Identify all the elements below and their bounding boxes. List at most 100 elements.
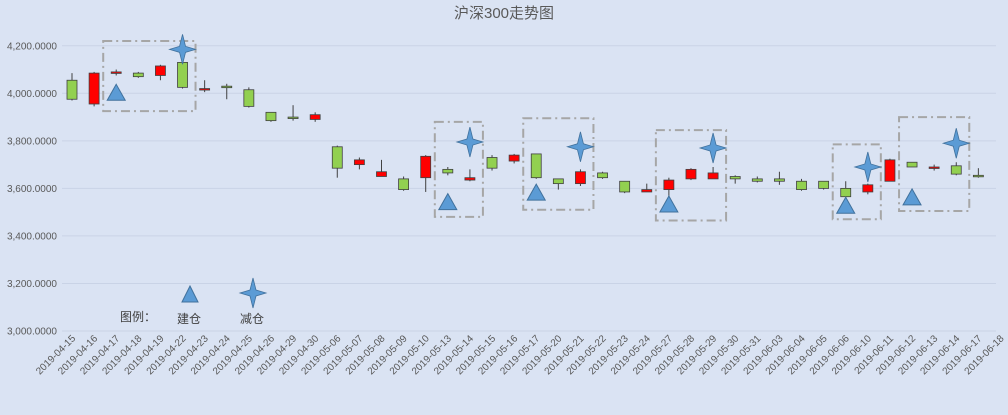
candle-body <box>376 171 387 177</box>
candle-falling <box>707 166 719 180</box>
candle-body <box>243 89 255 107</box>
candle-falling <box>884 158 896 182</box>
candle-falling <box>353 157 365 170</box>
candle-falling <box>376 159 387 177</box>
candle-falling <box>641 183 653 193</box>
candle-rising <box>243 87 255 108</box>
highlight-boxes <box>102 40 971 222</box>
candle-rising <box>796 178 807 191</box>
legend-prefix: 图例： <box>120 310 156 324</box>
y-tick-label: 3,200.0000 <box>7 279 57 290</box>
buy-marker-triangle <box>659 195 679 213</box>
legend-sell-label: 减仓 <box>240 312 264 326</box>
y-tick-label: 3,800.0000 <box>7 136 57 147</box>
candle-rising <box>265 111 277 122</box>
candle-body <box>353 159 365 166</box>
candle-body <box>420 155 432 179</box>
candle-rising <box>751 176 763 183</box>
candle-rising <box>132 71 144 78</box>
legend-buy-label: 建仓 <box>177 312 201 326</box>
candle-body <box>840 187 852 198</box>
sell-marker-star <box>168 34 197 65</box>
candle-body <box>132 72 144 78</box>
candle-body <box>751 178 763 182</box>
candle-rising <box>331 145 343 178</box>
candle-rising <box>287 105 299 121</box>
highlight-box <box>522 117 595 211</box>
sell-marker-star <box>853 151 883 183</box>
candle-falling <box>155 64 166 81</box>
legend-star-icon <box>238 277 268 309</box>
y-tick-label: 3,400.0000 <box>7 231 57 242</box>
sell-marker-star <box>698 132 728 164</box>
candle-body <box>729 176 741 180</box>
buy-marker-triangle <box>106 83 127 101</box>
buy-marker-triangle <box>526 183 547 201</box>
candle-falling <box>464 169 476 182</box>
candle-body <box>331 146 343 169</box>
candle-falling <box>110 69 122 76</box>
candle-body <box>685 168 697 180</box>
candle-body <box>508 154 520 162</box>
candle-body <box>597 172 608 179</box>
candle-body <box>641 189 653 193</box>
candle-body <box>464 177 476 181</box>
candle-body <box>575 171 586 185</box>
candle-body <box>177 62 188 88</box>
candle-rising <box>972 168 984 178</box>
trade-markers <box>106 34 971 214</box>
highlight-box <box>831 143 882 221</box>
chart-title: 沪深300走势图 <box>453 5 555 22</box>
candle-body <box>530 153 542 179</box>
candle-body <box>221 85 233 89</box>
y-tick-label: 3,000.0000 <box>7 327 57 338</box>
candle-falling <box>862 183 874 195</box>
candle-falling <box>88 71 100 107</box>
y-tick-label: 3,600.0000 <box>7 184 57 195</box>
y-axis-ticks: 3,000.0000 3,200.0000 3,400.0000 3,600.0000… <box>7 41 57 337</box>
candle-falling <box>420 155 432 192</box>
candle-rising <box>906 161 918 168</box>
candle-falling <box>575 169 586 187</box>
candle-body <box>707 172 719 180</box>
candle-body <box>862 184 874 193</box>
candle-body <box>796 180 807 190</box>
legend: 图例： 建仓 减仓 <box>120 277 268 326</box>
candle-rising <box>619 180 631 194</box>
candle-falling <box>685 168 697 181</box>
y-tick-label: 4,000.0000 <box>7 89 57 100</box>
sell-marker-star <box>455 126 485 158</box>
buy-marker-triangle <box>437 192 458 211</box>
candle-rising <box>486 155 498 171</box>
candle-body <box>928 166 940 169</box>
candle-falling <box>199 80 211 93</box>
candle-body <box>906 161 918 168</box>
sell-marker-star <box>941 128 971 159</box>
candle-rising <box>66 73 78 101</box>
candle-rising <box>221 83 233 100</box>
highlight-box <box>433 120 484 218</box>
candle-body <box>66 79 78 100</box>
candle-rising <box>774 171 785 185</box>
candle-body <box>199 88 211 91</box>
candle-falling <box>508 153 520 164</box>
candle-body <box>774 178 785 182</box>
candle-rising <box>950 162 962 176</box>
candle-rising <box>530 153 542 179</box>
candles <box>66 62 984 198</box>
highlight-box <box>102 40 197 113</box>
sell-marker-star <box>566 131 595 162</box>
candle-rising <box>442 166 454 176</box>
candle-body <box>398 178 409 190</box>
y-tick-label: 4,200.0000 <box>7 41 57 52</box>
candle-rising <box>840 181 852 198</box>
candle-body <box>155 65 166 76</box>
candle-body <box>663 179 675 190</box>
legend-triangle-icon <box>181 284 199 303</box>
candle-rising <box>552 178 564 190</box>
candle-falling <box>663 177 675 198</box>
candle-rising <box>398 176 409 191</box>
candle-body <box>486 157 498 169</box>
